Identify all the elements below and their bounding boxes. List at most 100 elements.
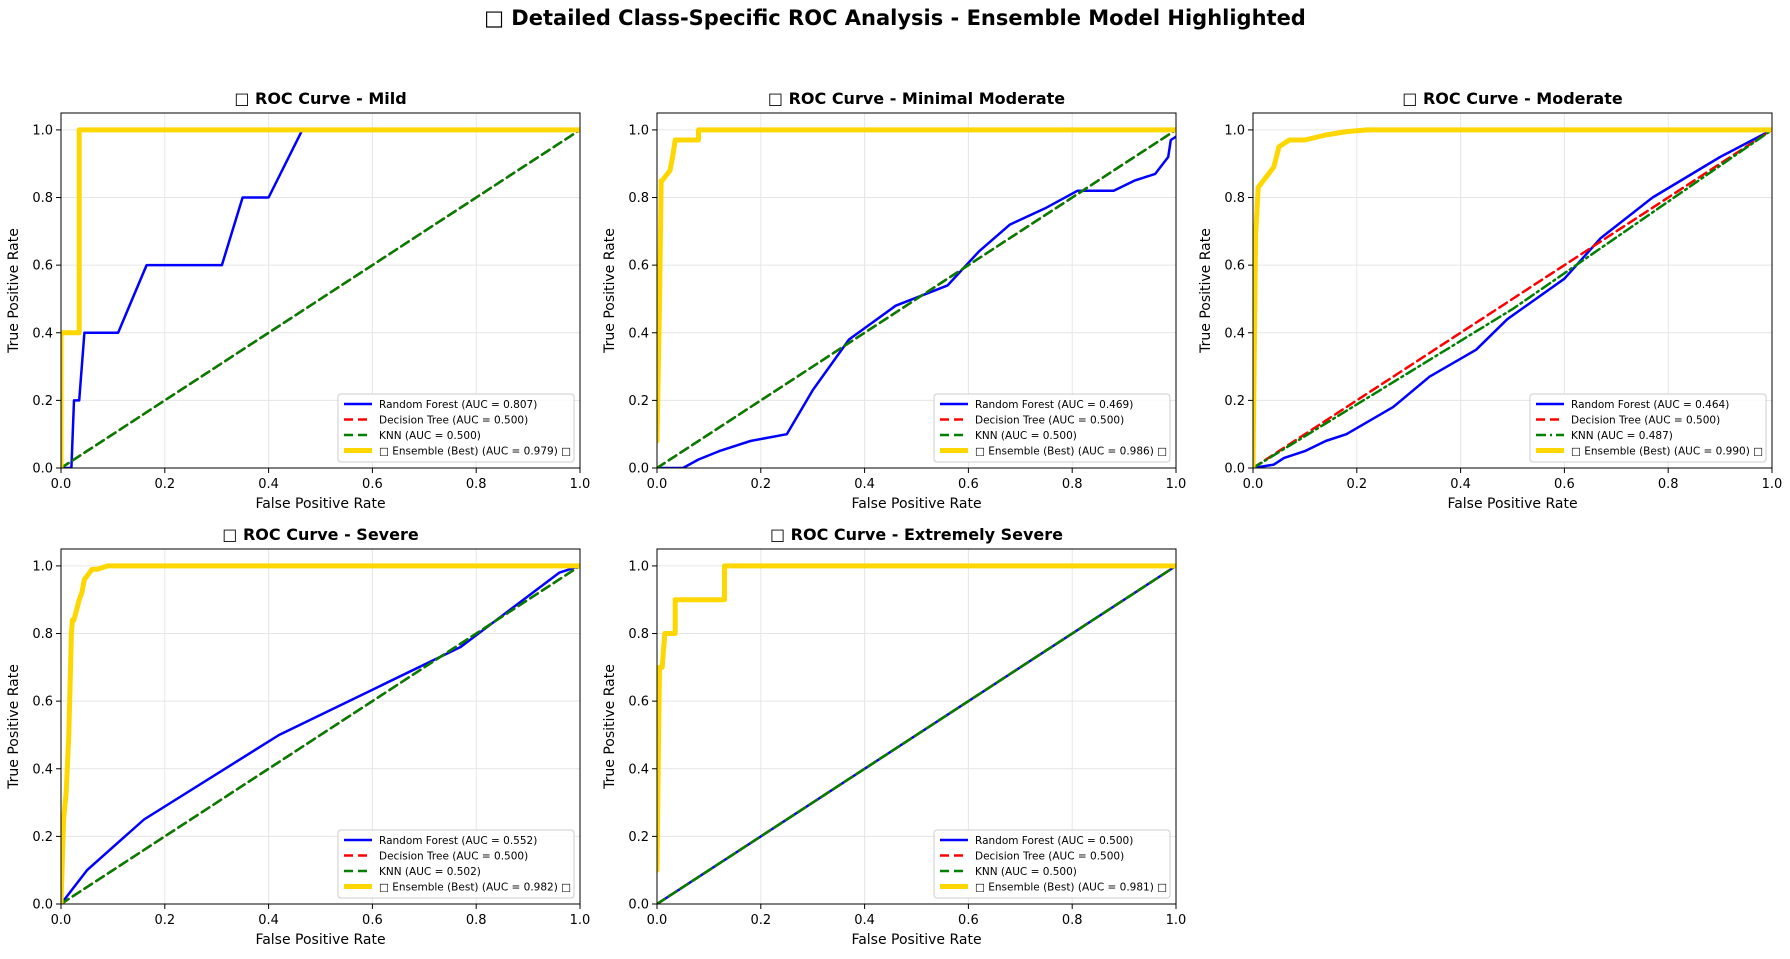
series-line-random-forest xyxy=(61,128,304,468)
x-tick-label: 0.8 xyxy=(1062,477,1083,492)
chart-title: □ ROC Curve - Severe xyxy=(222,525,419,544)
y-tick-label: 0.4 xyxy=(628,762,649,777)
series-line-random-forest xyxy=(1253,128,1772,468)
y-tick-label: 0.0 xyxy=(628,898,649,913)
y-tick-label: 0.0 xyxy=(628,462,649,477)
x-tick-label: 0.2 xyxy=(750,477,771,492)
legend: Random Forest (AUC = 0.469) Decision Tree… xyxy=(933,393,1171,463)
legend-label: Decision Tree (AUC = 0.500) xyxy=(379,851,528,863)
legend-label: Random Forest (AUC = 0.464) xyxy=(1571,399,1729,411)
x-tick-label: 1.0 xyxy=(570,477,591,492)
legend-label: Random Forest (AUC = 0.469) xyxy=(975,399,1133,411)
legend-label: KNN (AUC = 0.500) xyxy=(975,866,1077,878)
x-tick-label: 0.6 xyxy=(958,477,979,492)
series-line-knn xyxy=(1253,128,1772,468)
y-axis-label: True Positive Rate xyxy=(602,228,618,354)
x-tick-label: 0.0 xyxy=(51,913,72,928)
x-tick-label: 0.2 xyxy=(750,913,771,928)
y-tick-label: 0.2 xyxy=(32,394,53,409)
series-line-knn xyxy=(61,564,580,904)
x-tick-label: 0.2 xyxy=(1346,477,1367,492)
roc-chart: 0.0 0.2 0.4 0.6 0.8 1.0 0.0 0.2 0.4 0.6 0.8 1.0 □ RO… xyxy=(602,525,1186,948)
y-tick-label: 1.0 xyxy=(32,123,53,138)
legend-box xyxy=(933,829,1171,899)
y-tick-label: 1.0 xyxy=(628,559,649,574)
y-tick-label: 1.0 xyxy=(1224,123,1245,138)
series-line-random-forest xyxy=(61,564,580,904)
series-line-ensemble xyxy=(657,563,1176,873)
y-tick-label: 0.6 xyxy=(32,695,53,710)
legend-box xyxy=(337,829,575,899)
y-axis-label: True Positive Rate xyxy=(1198,228,1214,354)
y-tick-label: 0.0 xyxy=(32,462,53,477)
x-tick-label: 0.0 xyxy=(1243,477,1264,492)
legend-label: □ Ensemble (Best) (AUC = 0.986) □ xyxy=(975,446,1167,458)
legend: Random Forest (AUC = 0.552) Decision Tree… xyxy=(337,829,575,899)
y-tick-label: 0.2 xyxy=(1224,394,1245,409)
legend-label: KNN (AUC = 0.500) xyxy=(975,430,1077,442)
x-axis-label: False Positive Rate xyxy=(851,932,981,948)
x-tick-label: 0.8 xyxy=(1062,913,1083,928)
x-tick-label: 1.0 xyxy=(1166,477,1187,492)
series-line-ensemble xyxy=(61,127,580,468)
x-axis-label: False Positive Rate xyxy=(1447,496,1577,512)
x-tick-label: 0.0 xyxy=(647,913,668,928)
x-tick-label: 0.6 xyxy=(362,477,383,492)
x-axis-label: False Positive Rate xyxy=(255,932,385,948)
y-tick-label: 0.6 xyxy=(1224,259,1245,274)
series-line-random-forest xyxy=(657,135,1176,468)
chart-title: □ ROC Curve - Extremely Severe xyxy=(770,525,1063,544)
legend-label: Random Forest (AUC = 0.500) xyxy=(975,835,1133,847)
x-tick-label: 0.8 xyxy=(466,477,487,492)
y-tick-label: 0.2 xyxy=(628,830,649,845)
series-line-decision-tree xyxy=(1253,128,1772,468)
legend-label: Decision Tree (AUC = 0.500) xyxy=(975,415,1124,427)
y-tick-label: 0.4 xyxy=(32,762,53,777)
y-tick-label: 0.8 xyxy=(32,191,53,206)
y-tick-label: 0.4 xyxy=(628,326,649,341)
x-tick-label: 0.6 xyxy=(362,913,383,928)
legend-box xyxy=(933,393,1171,463)
x-tick-label: 0.4 xyxy=(854,477,875,492)
y-tick-label: 0.8 xyxy=(628,191,649,206)
y-tick-label: 0.6 xyxy=(628,259,649,274)
chart-title: □ ROC Curve - Mild xyxy=(234,89,406,108)
plot-frame xyxy=(60,548,581,905)
roc-chart: 0.0 0.2 0.4 0.6 0.8 1.0 0.0 0.2 0.4 0.6 0.8 1.0 □ RO… xyxy=(602,89,1186,512)
y-tick-label: 1.0 xyxy=(32,559,53,574)
y-tick-label: 0.0 xyxy=(1224,462,1245,477)
figure-title: □ Detailed Class-Specific ROC Analysis -… xyxy=(484,6,1306,30)
legend: Random Forest (AUC = 0.464) Decision Tree… xyxy=(1529,393,1767,463)
chart-title: □ ROC Curve - Minimal Moderate xyxy=(768,89,1065,108)
plot-frame xyxy=(656,112,1177,469)
series-line-knn xyxy=(657,564,1176,904)
x-tick-label: 0.0 xyxy=(51,477,72,492)
roc-chart: 0.0 0.2 0.4 0.6 0.8 1.0 0.0 0.2 0.4 0.6 0.8 1.0 □ RO… xyxy=(1198,89,1782,512)
y-tick-label: 0.4 xyxy=(1224,326,1245,341)
x-tick-label: 0.4 xyxy=(258,477,279,492)
y-axis-label: True Positive Rate xyxy=(602,664,618,790)
y-tick-label: 0.6 xyxy=(32,259,53,274)
roc-chart: 0.0 0.2 0.4 0.6 0.8 1.0 0.0 0.2 0.4 0.6 0.8 1.0 □ RO… xyxy=(6,89,590,512)
x-tick-label: 0.4 xyxy=(1450,477,1471,492)
x-tick-label: 0.2 xyxy=(154,477,175,492)
x-tick-label: 0.8 xyxy=(466,913,487,928)
x-tick-label: 0.4 xyxy=(854,913,875,928)
series-line-knn xyxy=(657,128,1176,468)
y-axis-label: True Positive Rate xyxy=(6,228,22,354)
y-tick-label: 0.8 xyxy=(32,627,53,642)
legend-box xyxy=(337,393,575,463)
y-tick-label: 1.0 xyxy=(628,123,649,138)
legend-label: KNN (AUC = 0.500) xyxy=(379,430,481,442)
series-line-ensemble xyxy=(657,127,1176,444)
legend-label: Random Forest (AUC = 0.807) xyxy=(379,399,537,411)
x-tick-label: 0.4 xyxy=(258,913,279,928)
x-tick-label: 1.0 xyxy=(1166,913,1187,928)
legend-label: Decision Tree (AUC = 0.500) xyxy=(1571,415,1720,427)
plot-frame xyxy=(60,112,581,469)
y-axis-label: True Positive Rate xyxy=(6,664,22,790)
y-tick-label: 0.2 xyxy=(32,830,53,845)
y-tick-label: 0.8 xyxy=(628,627,649,642)
x-tick-label: 1.0 xyxy=(570,913,591,928)
